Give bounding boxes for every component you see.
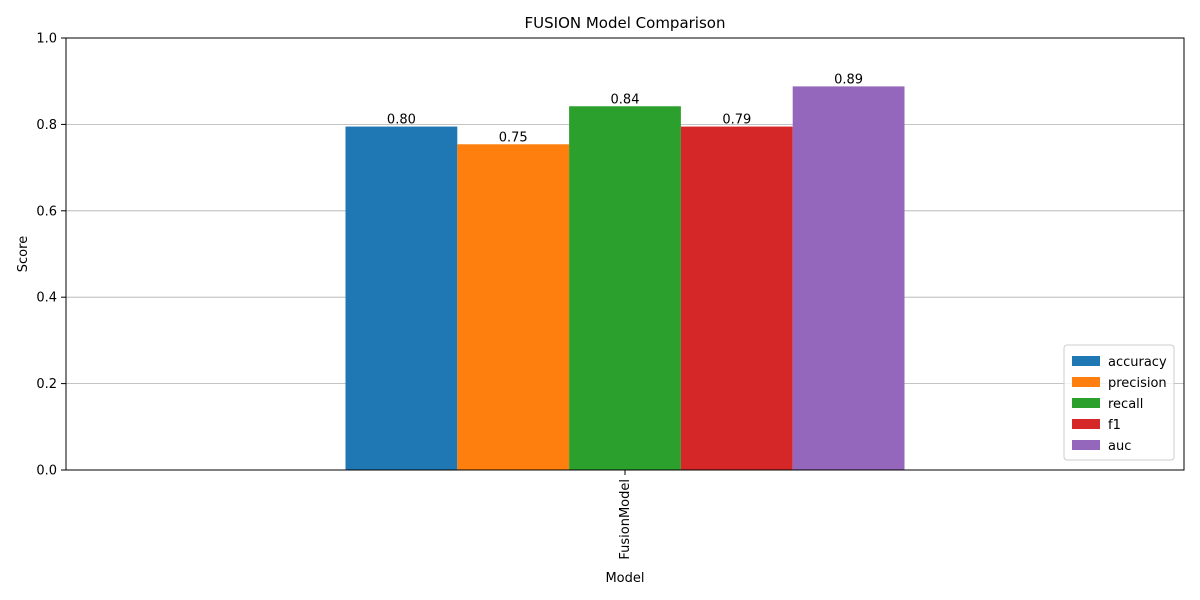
x-tick-label: FusionModel xyxy=(618,479,633,560)
legend-swatch-accuracy xyxy=(1072,356,1100,366)
bar-recall xyxy=(569,106,681,471)
x-axis-ticks: FusionModel xyxy=(618,470,633,560)
legend-label-accuracy: accuracy xyxy=(1108,355,1167,370)
bar-label-accuracy: 0.80 xyxy=(387,113,416,128)
bar-label-recall: 0.84 xyxy=(611,92,640,107)
legend-label-f1: f1 xyxy=(1108,418,1121,433)
legend-label-precision: precision xyxy=(1108,376,1167,391)
y-axis-ticks: 0.0 0.2 0.4 0.6 0.8 1.0 xyxy=(36,32,66,479)
legend-label-auc: auc xyxy=(1108,439,1131,454)
legend-swatch-f1 xyxy=(1072,419,1100,429)
bar-value-labels: 0.80 0.75 0.84 0.79 0.89 xyxy=(387,72,863,145)
legend: accuracy precision recall f1 auc xyxy=(1063,344,1175,461)
y-tick-label: 0.6 xyxy=(36,204,57,219)
bar-precision xyxy=(457,144,570,470)
legend-box xyxy=(1063,344,1175,461)
x-axis-title: Model xyxy=(605,571,644,586)
bar-f1 xyxy=(680,126,793,470)
y-tick-label: 0.8 xyxy=(36,118,57,133)
legend-swatch-recall xyxy=(1072,398,1100,408)
bar-label-auc: 0.89 xyxy=(834,72,863,87)
bar-label-precision: 0.75 xyxy=(499,130,528,145)
legend-swatch-precision xyxy=(1072,377,1100,387)
bar-accuracy xyxy=(345,126,458,470)
y-tick-label: 0.2 xyxy=(36,377,57,392)
bars xyxy=(345,86,905,471)
y-tick-label: 1.0 xyxy=(36,32,57,47)
bar-auc xyxy=(792,86,905,470)
bar-label-f1: 0.79 xyxy=(722,113,751,128)
chart-title: FUSION Model Comparison xyxy=(525,14,726,32)
y-tick-label: 0.4 xyxy=(36,291,57,306)
y-axis-title: Score xyxy=(16,236,31,272)
legend-label-recall: recall xyxy=(1108,397,1143,412)
y-tick-label: 0.0 xyxy=(36,464,57,479)
legend-swatch-auc xyxy=(1072,440,1100,450)
